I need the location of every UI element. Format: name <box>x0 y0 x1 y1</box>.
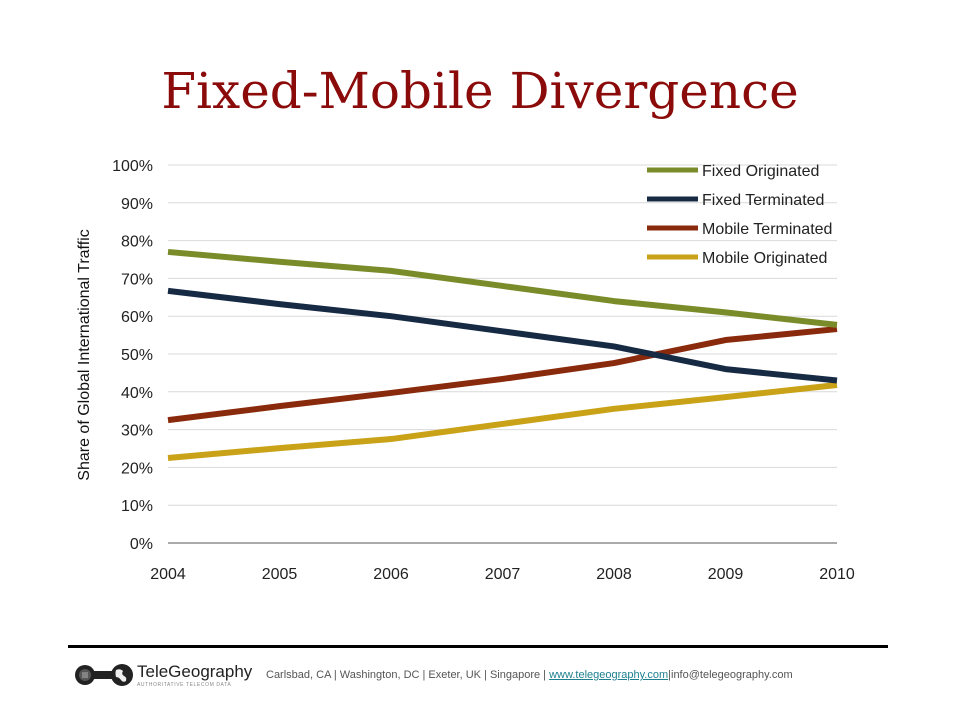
brand-tagline: AUTHORITATIVE TELECOM DATA <box>137 682 232 688</box>
y-tick-label: 40% <box>121 385 153 402</box>
brand-name: TeleGeography <box>137 662 253 681</box>
phone-globe-icon <box>75 664 133 686</box>
legend-label: Mobile Originated <box>702 250 827 267</box>
x-axis-ticks: 2004 2005 2006 2007 2008 2009 2010 <box>150 566 855 583</box>
x-tick-label: 2008 <box>596 566 632 583</box>
gridlines <box>168 164 837 544</box>
y-tick-label: 80% <box>121 234 153 251</box>
y-tick-label: 70% <box>121 271 153 288</box>
website-link[interactable]: www.telegeography.com <box>549 669 669 681</box>
legend: Fixed Originated Fixed Terminated Mobile T… <box>647 163 832 267</box>
x-tick-label: 2010 <box>819 566 855 583</box>
x-tick-label: 2006 <box>373 566 409 583</box>
y-tick-label: 30% <box>121 423 153 440</box>
legend-label: Fixed Terminated <box>702 192 824 209</box>
series-line-fixed-terminated <box>167 287 838 384</box>
y-tick-label: 60% <box>121 309 153 326</box>
line-chart: 0%10%20%30%40%50%60%70%80%90%100% 2004 20… <box>76 158 855 583</box>
y-tick-label: 20% <box>121 460 153 477</box>
footer-divider <box>68 645 888 648</box>
y-axis-label: Share of Global International Traffic <box>76 229 93 480</box>
y-tick-label: 0% <box>130 536 153 553</box>
legend-label: Fixed Originated <box>702 163 819 180</box>
x-tick-label: 2004 <box>150 566 186 583</box>
legend-label: Mobile Terminated <box>702 221 832 238</box>
y-tick-label: 100% <box>112 158 153 175</box>
footer-locations: Carlsbad, CA | Washington, DC | Exeter, … <box>266 669 550 681</box>
series-line-mobile-originated <box>167 382 838 461</box>
x-tick-label: 2009 <box>708 566 744 583</box>
y-tick-label: 10% <box>121 498 153 515</box>
footer-contact: Carlsbad, CA | Washington, DC | Exeter, … <box>266 669 793 681</box>
x-tick-label: 2007 <box>485 566 521 583</box>
footer-separator: | <box>668 669 671 681</box>
series-line-mobile-terminated <box>167 326 838 424</box>
x-tick-label: 2005 <box>262 566 298 583</box>
slide-title: Fixed-Mobile Divergence <box>161 62 799 120</box>
footer-email[interactable]: info@telegeography.com <box>671 669 793 681</box>
series-line-fixed-originated <box>167 248 838 328</box>
series-lines <box>167 248 838 461</box>
y-axis-ticks: 0% 10% 20% 30% 40% 50% 60% 70% 80% 90% 100% <box>112 158 153 553</box>
y-tick-label: 90% <box>121 196 153 213</box>
y-tick-label: 50% <box>121 347 153 364</box>
telegeography-logo: TeleGeography AUTHORITATIVE TELECOM DATA <box>74 662 252 692</box>
